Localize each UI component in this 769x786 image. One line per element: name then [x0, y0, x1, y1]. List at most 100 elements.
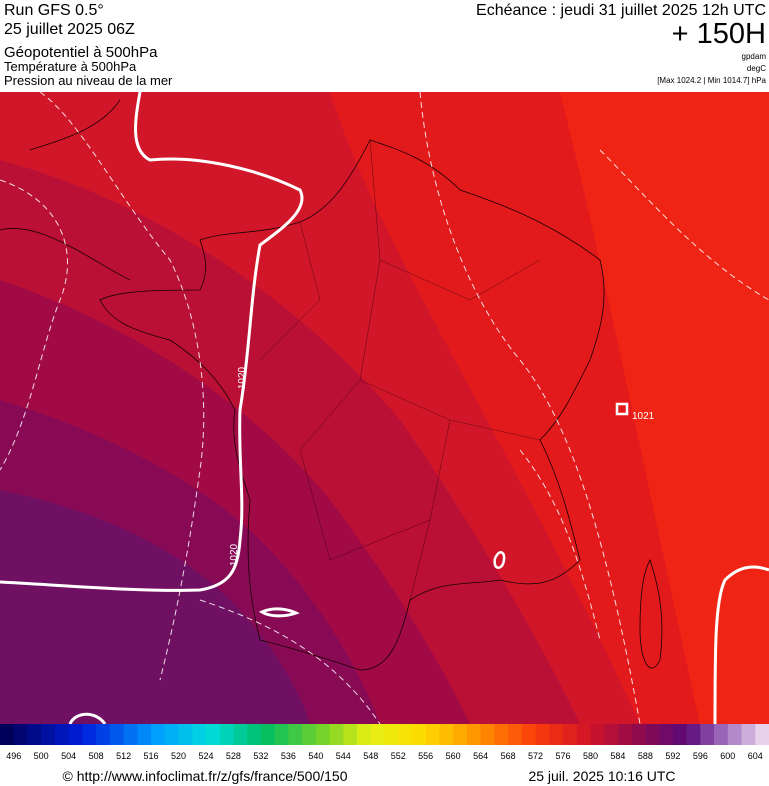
field-label: Température à 500hPa: [4, 59, 137, 74]
colorbar-swatch: [370, 724, 385, 745]
colorbar-label: 508: [89, 751, 104, 761]
colorbar-swatch: [192, 724, 207, 745]
colorbar-label: 500: [34, 751, 49, 761]
colorbar-swatch: [178, 724, 193, 745]
isobar-label: 1021: [632, 411, 655, 422]
colorbar-swatch: [41, 724, 56, 745]
colorbar-swatch: [521, 724, 537, 745]
colorbar-label: 548: [363, 751, 378, 761]
colorbar-swatch: [343, 724, 358, 745]
colorbar-label: 516: [144, 751, 159, 761]
colorbar-swatch: [508, 724, 523, 745]
colorbar-label: 496: [6, 751, 21, 761]
colorbar-swatch: [563, 724, 578, 745]
colorbar-swatch: [302, 724, 317, 745]
colorbar-swatch: [260, 724, 276, 745]
colorbar-label: 512: [116, 751, 131, 761]
colorbar-label: 540: [308, 751, 323, 761]
colorbar-swatch: [494, 724, 509, 745]
colorbar-label: 524: [198, 751, 213, 761]
field-label: Pression au niveau de la mer: [4, 73, 173, 88]
colorbar-swatch: [590, 724, 605, 745]
colorbar-swatch: [714, 724, 729, 745]
colorbar-swatch: [68, 724, 83, 745]
colorbar-swatch: [645, 724, 660, 745]
colorbar-swatch: [741, 724, 756, 745]
colorbar-swatch: [329, 724, 344, 745]
colorbar-label: 600: [720, 751, 735, 761]
colorbar-swatch: [480, 724, 495, 745]
colorbar-label: 580: [583, 751, 598, 761]
colorbar-swatch: [672, 724, 688, 745]
colorbar-swatch: [205, 724, 221, 745]
colorbar-swatch: [82, 724, 97, 745]
colorbar-label: 528: [226, 751, 241, 761]
colorbar-swatch: [384, 724, 399, 745]
colorbar-swatch: [13, 724, 28, 745]
pressure-range: [Max 1024.2 | Min 1014.7] hPa: [657, 76, 766, 85]
colorbar-label: 572: [528, 751, 543, 761]
map: 1020 1020 1021: [0, 92, 769, 724]
colorbar-label: 568: [501, 751, 516, 761]
colorbar-swatch: [123, 724, 138, 745]
colorbar-swatch: [27, 724, 42, 745]
colorbar-swatch: [137, 724, 152, 745]
colorbar-swatch: [247, 724, 262, 745]
colorbar-label: 552: [391, 751, 406, 761]
colorbar-swatch: [315, 724, 331, 745]
colorbar-swatch: [700, 724, 715, 745]
colorbar-label: 532: [253, 751, 268, 761]
colorbar-label: 604: [748, 751, 763, 761]
colorbar-swatch: [659, 724, 674, 745]
unit-label: gpdam: [742, 52, 767, 61]
colorbar-swatch: [576, 724, 591, 745]
colorbar-label: 504: [61, 751, 76, 761]
colorbar-swatch: [96, 724, 111, 745]
colorbar-swatch: [686, 724, 701, 745]
colorbar-label: 576: [556, 751, 571, 761]
colorbar-label: 564: [473, 751, 488, 761]
isobar-label: 1020: [229, 543, 240, 566]
colorbar-swatch: [233, 724, 248, 745]
borders: [259, 139, 541, 601]
colorbar-label: 584: [610, 751, 625, 761]
colorbar-swatch: [411, 724, 427, 745]
colorbar-swatch: [219, 724, 234, 745]
isobars: [0, 92, 769, 724]
unit-label: degC: [747, 64, 766, 73]
run-date: 25 juillet 2025 06Z: [4, 21, 135, 38]
run-title: Run GFS 0.5°: [4, 2, 104, 19]
colorbar-label: 556: [418, 751, 433, 761]
colorbar-label: 544: [336, 751, 351, 761]
colorbar-label: 520: [171, 751, 186, 761]
colorbar-swatch: [288, 724, 303, 745]
valid-time: Echéance : jeudi 31 juillet 2025 12h UTC: [476, 2, 766, 19]
colorbar-label: 560: [446, 751, 461, 761]
colorbar-swatch: [631, 724, 646, 745]
field-label: Géopotentiel à 500hPa: [4, 44, 158, 61]
colorbar-label: 596: [693, 751, 708, 761]
footer-timestamp: 25 juil. 2025 10:16 UTC: [528, 768, 675, 784]
colorbar-swatch: [727, 724, 743, 745]
colorbar-label: 592: [665, 751, 680, 761]
colorbar-label: 588: [638, 751, 653, 761]
footer-url: © http://www.infoclimat.fr/z/gfs/france/…: [63, 768, 348, 784]
colorbar-swatch: [535, 724, 550, 745]
field-band: [0, 490, 310, 724]
colorbar-swatch: [604, 724, 619, 745]
colorbar-swatch: [755, 724, 769, 745]
colorbar-swatch: [357, 724, 372, 745]
temperature-contours: [0, 92, 769, 724]
colorbar-swatch: [617, 724, 633, 745]
colorbar-swatch: [453, 724, 468, 745]
colorbar-swatch: [164, 724, 180, 745]
colorbar-swatch: [54, 724, 70, 745]
colorbar-swatch: [398, 724, 413, 745]
colorbar-swatch: [466, 724, 482, 745]
lead-time: + 150H: [672, 18, 766, 50]
colorbar: 496 500 504 508 512 516 520 524 528 532 536 540 544 5…: [0, 724, 769, 761]
colorbar-swatch: [439, 724, 454, 745]
colorbar-swatch: [109, 724, 125, 745]
